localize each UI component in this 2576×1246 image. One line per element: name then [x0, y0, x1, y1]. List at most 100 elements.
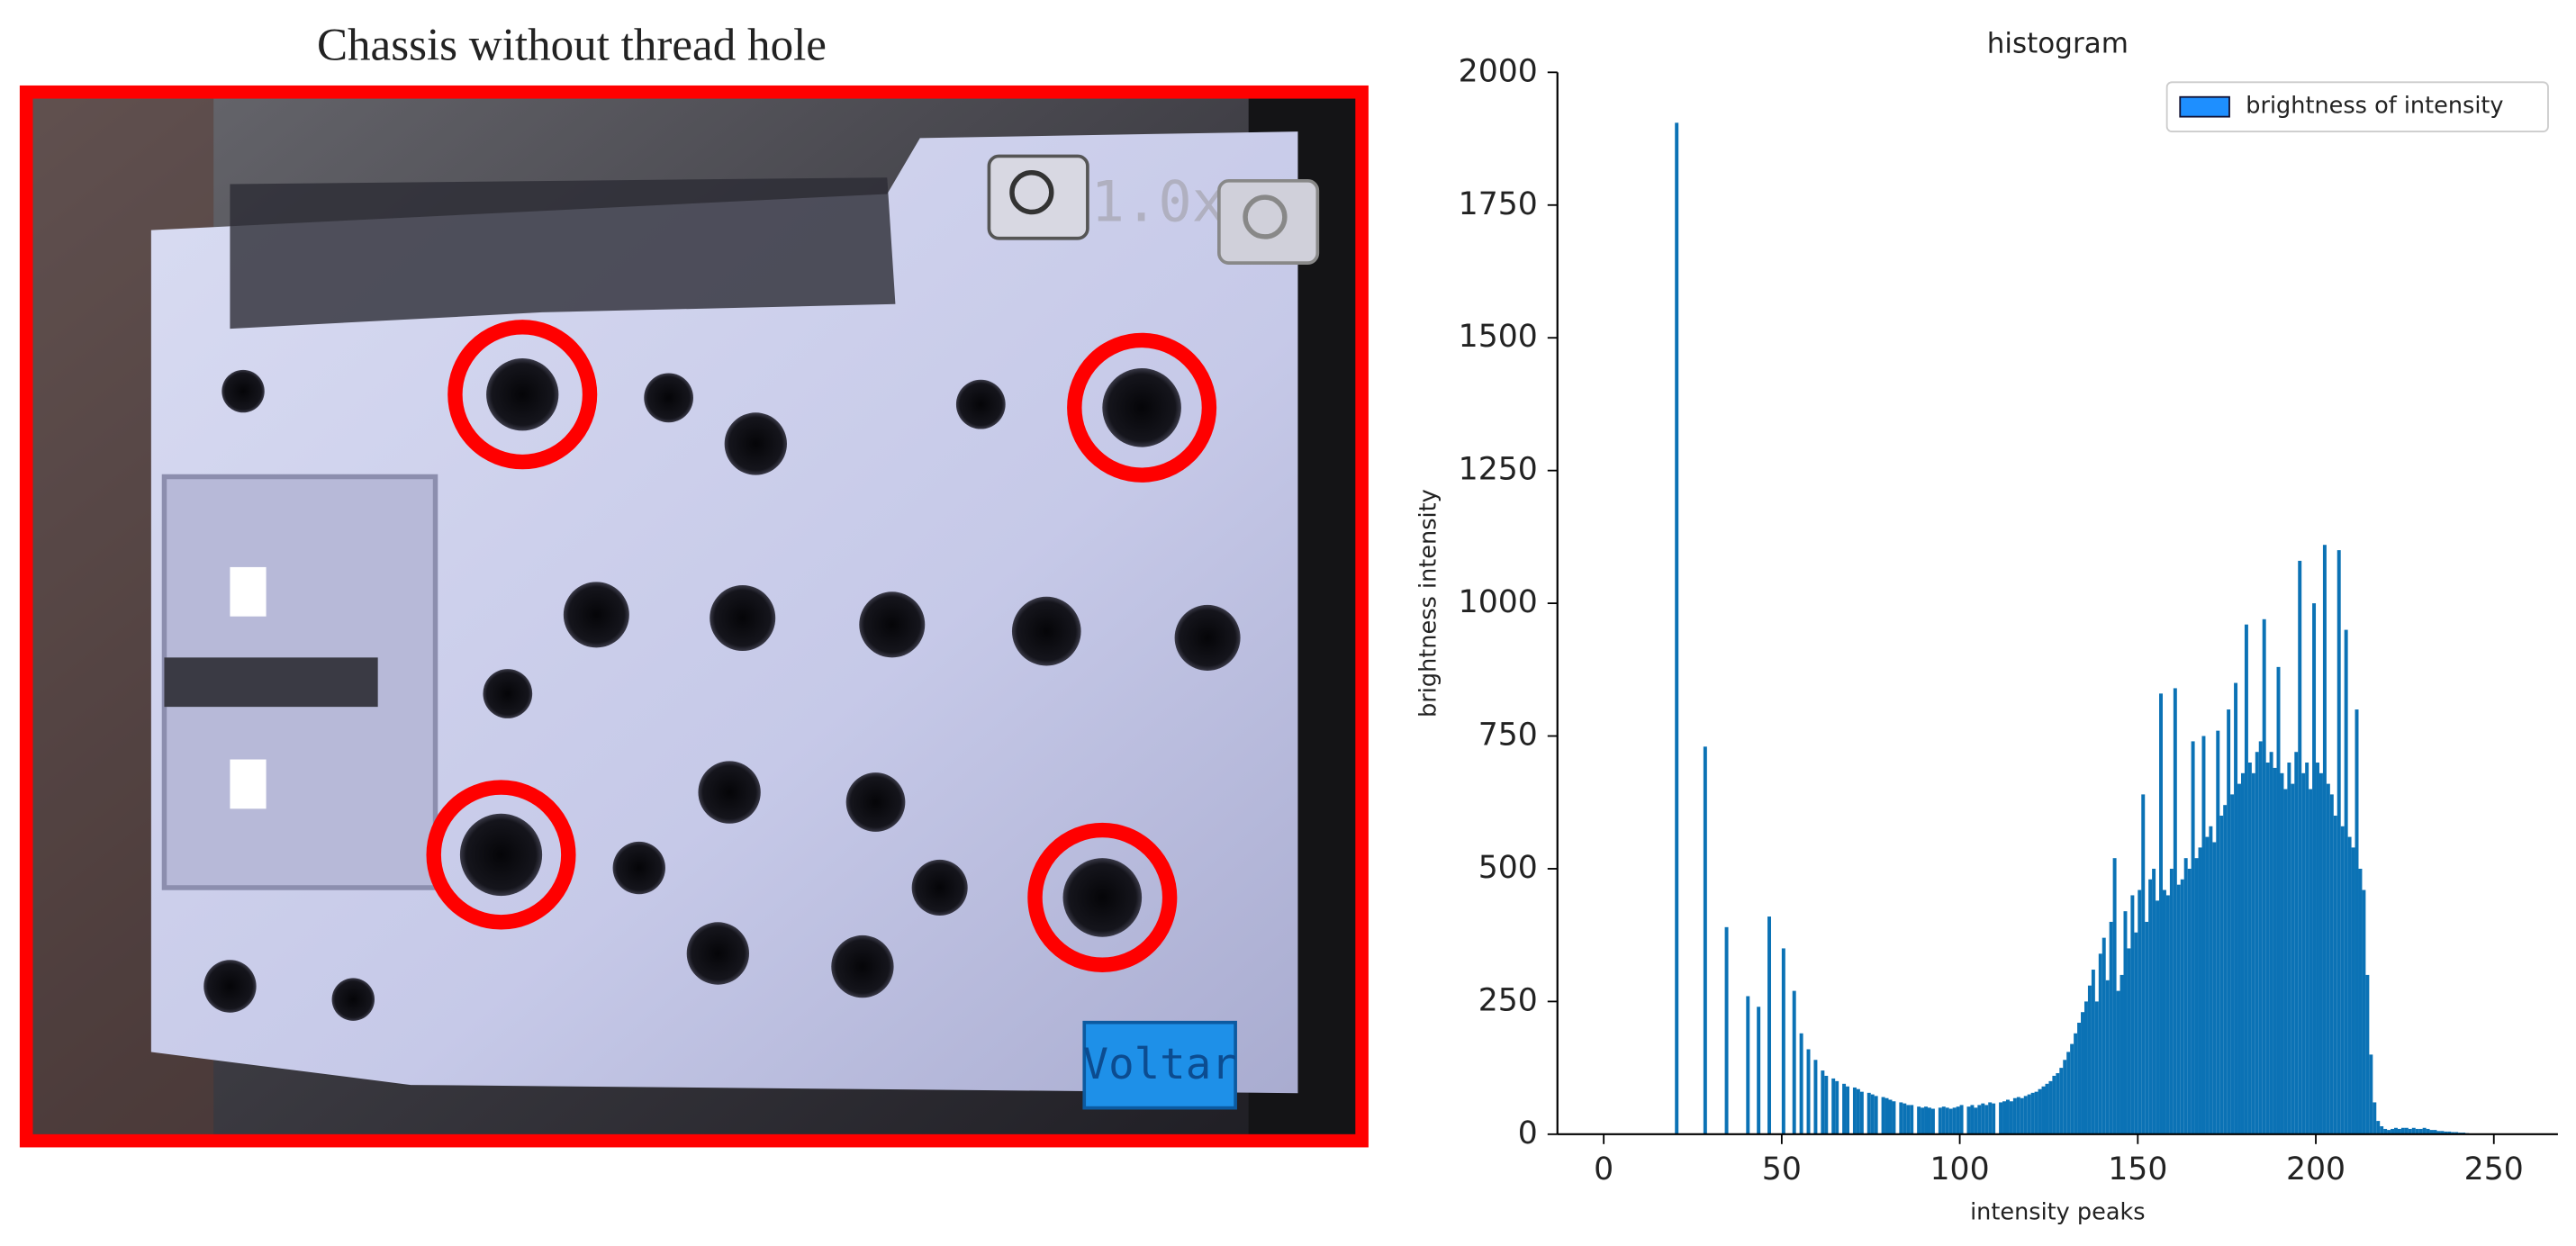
histogram-bar	[2433, 1130, 2437, 1134]
x-tick-label: 50	[1762, 1151, 1802, 1187]
zoom-out-icon	[1243, 194, 1288, 239]
histogram-bar	[2418, 1128, 2423, 1134]
legend-swatch	[2179, 95, 2230, 118]
histogram-bar	[1874, 1096, 1878, 1134]
histogram-bar	[1917, 1106, 1921, 1134]
histogram-bar	[1799, 1033, 1803, 1134]
histogram-bar	[2408, 1128, 2412, 1134]
histogram-bar	[2227, 709, 2231, 1134]
histogram-bar	[2074, 1033, 2078, 1134]
y-axis-label: brightness intensity	[1415, 489, 1442, 718]
histogram-bar	[1977, 1105, 1982, 1134]
histogram-bar	[2159, 693, 2163, 1134]
zoom-in-button	[987, 154, 1089, 240]
photo-frame	[19, 85, 1369, 1148]
histogram-bar	[1831, 1078, 1836, 1134]
histogram-bar	[2120, 974, 2124, 1134]
histogram-bar	[1885, 1097, 1889, 1134]
histogram-bar	[1892, 1101, 1896, 1134]
histogram-bar	[2130, 895, 2135, 1134]
y-tick-label: 1250	[1459, 452, 1538, 488]
histogram-bar	[2005, 1099, 2010, 1134]
histogram-bar	[2373, 1102, 2377, 1134]
histogram-bar	[2138, 889, 2142, 1134]
histogram-bar	[2052, 1075, 2056, 1134]
histogram-bar	[2344, 629, 2348, 1134]
histogram-bar	[2101, 937, 2106, 1134]
histogram-bar	[1757, 1007, 1761, 1134]
chassis-top	[230, 177, 896, 330]
y-tick-label: 1500	[1459, 319, 1538, 355]
histogram-bar	[2123, 911, 2128, 1134]
x-tick-label: 250	[2464, 1151, 2524, 1187]
histogram-bar	[2237, 783, 2241, 1134]
histogram-bar	[2077, 1022, 2082, 1134]
histogram-bar	[2066, 1052, 2071, 1134]
histogram-bar	[2258, 741, 2263, 1134]
histogram-bar	[2451, 1132, 2455, 1134]
histogram-bar	[2404, 1127, 2409, 1134]
histogram-bar	[2191, 741, 2195, 1134]
histogram-bar	[1952, 1107, 1957, 1134]
zoom-out-button	[1217, 179, 1320, 265]
histogram-bar	[1910, 1105, 1914, 1134]
y-tick-label: 0	[1518, 1115, 1538, 1151]
histogram-bar	[2400, 1127, 2405, 1134]
histogram-bar	[1781, 948, 1785, 1134]
histogram-bar	[1888, 1099, 1893, 1134]
histogram-bar	[2429, 1130, 2434, 1134]
histogram-bar	[1724, 926, 1729, 1134]
histogram-bar	[2083, 1001, 2088, 1134]
histogram-bar	[1842, 1083, 1847, 1134]
histogram-bar	[1881, 1097, 1885, 1134]
histogram-bar	[2209, 826, 2213, 1134]
histogram-bar	[1852, 1087, 1857, 1134]
histogram-bar	[1792, 990, 1796, 1134]
histogram-bar	[2276, 666, 2281, 1134]
histogram-bar	[2034, 1091, 2038, 1134]
y-tick-label: 500	[1478, 850, 1538, 886]
histogram-bar	[2415, 1128, 2419, 1134]
histogram-bar	[2262, 618, 2266, 1134]
histogram-bar	[2336, 550, 2341, 1134]
y-tick-label: 1750	[1459, 186, 1538, 222]
histogram-bar	[2312, 603, 2317, 1134]
bracket-hole	[230, 566, 267, 617]
histogram-bar	[2422, 1127, 2427, 1134]
histogram-bar	[2173, 688, 2177, 1134]
histogram-bar	[2298, 560, 2302, 1134]
histogram-bar	[2030, 1092, 2035, 1134]
histogram-bar	[2045, 1083, 2049, 1134]
histogram-bar	[1941, 1106, 1946, 1134]
histogram-bar	[1984, 1105, 1989, 1134]
histogram-bar	[2383, 1128, 2388, 1134]
histogram-bar	[2380, 1125, 2384, 1134]
histogram-bar	[2426, 1128, 2430, 1134]
histogram-bar	[1988, 1102, 1993, 1134]
histogram-bar	[1974, 1107, 1978, 1134]
histogram-bar	[2216, 730, 2220, 1134]
histogram-bar	[2362, 889, 2366, 1134]
histogram-bar	[2394, 1127, 2398, 1134]
histogram-bar	[2027, 1094, 2031, 1134]
histogram-bar	[1859, 1091, 1864, 1134]
histogram-bar	[2091, 970, 2095, 1134]
histogram-bar	[2183, 858, 2188, 1134]
histogram-bar	[2148, 879, 2153, 1134]
histogram-bar	[2016, 1097, 2020, 1134]
histogram-bar	[2411, 1127, 2416, 1134]
histogram-bar	[2347, 836, 2352, 1134]
histogram-bar	[2162, 889, 2166, 1134]
histogram-bar	[1956, 1106, 1960, 1134]
bracket-hole	[230, 759, 267, 809]
histogram-bar	[2156, 900, 2160, 1134]
photo: 1.0x Voltar	[19, 85, 1369, 1148]
voltar-button	[1082, 1020, 1237, 1110]
histogram-bar	[1959, 1105, 1964, 1134]
voltar-label: Voltar	[1083, 1040, 1237, 1089]
histogram-bar	[1866, 1092, 1871, 1134]
histogram-bar	[2194, 858, 2199, 1134]
histogram-bar	[2251, 772, 2255, 1134]
y-tick-label: 250	[1478, 982, 1538, 1018]
